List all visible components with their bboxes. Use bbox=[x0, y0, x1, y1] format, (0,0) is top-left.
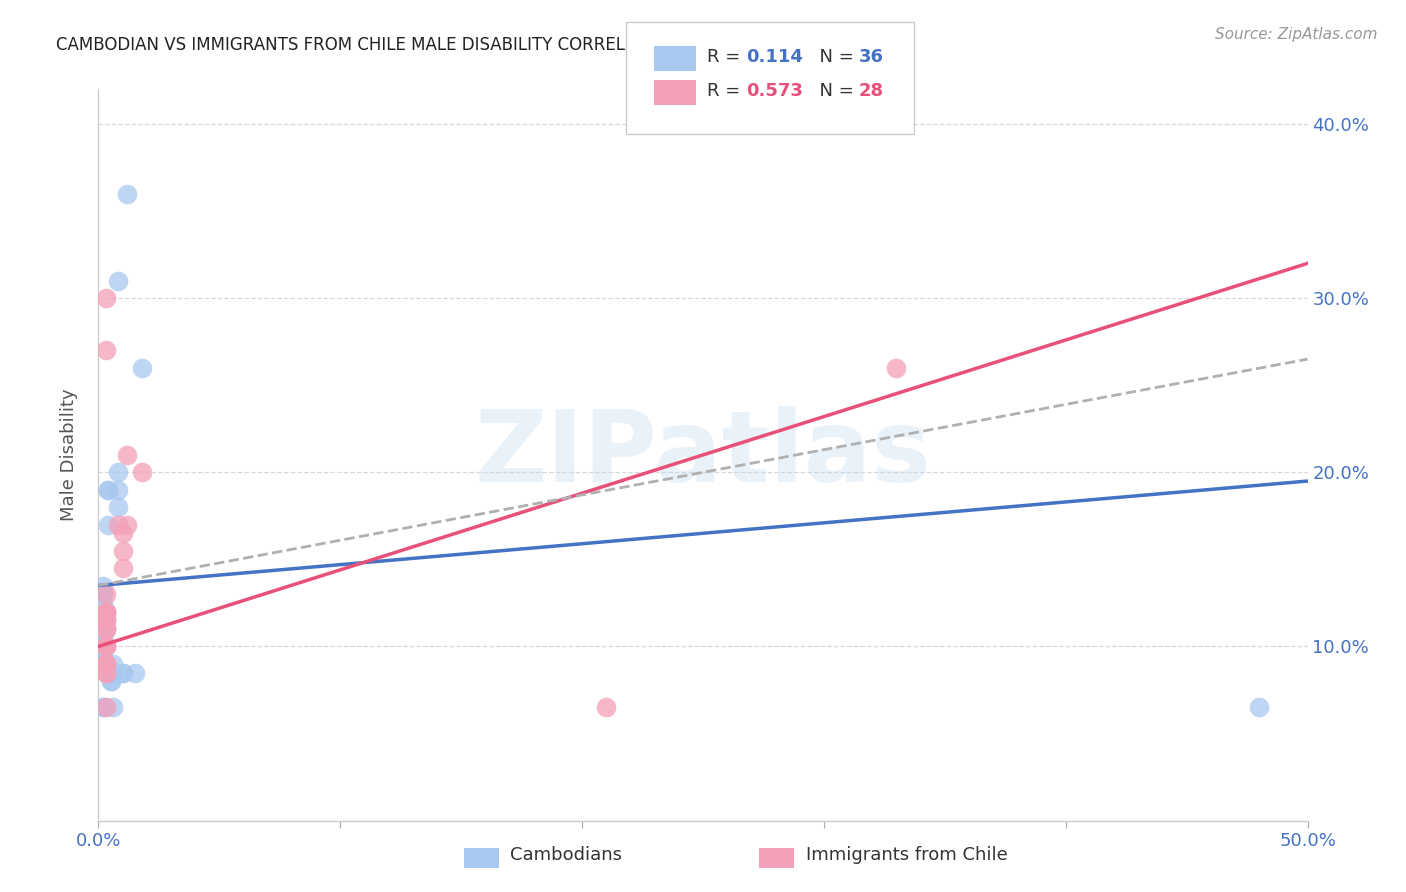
Point bbox=[886, 360, 908, 375]
Point bbox=[91, 640, 114, 654]
Point bbox=[94, 613, 117, 627]
Point bbox=[94, 291, 117, 305]
Point bbox=[101, 665, 124, 680]
Point bbox=[124, 665, 146, 680]
Point bbox=[107, 517, 129, 532]
Point bbox=[91, 587, 114, 601]
Point bbox=[94, 657, 117, 671]
Point bbox=[91, 631, 114, 645]
Point bbox=[94, 343, 117, 358]
Point bbox=[111, 665, 134, 680]
Point bbox=[91, 578, 114, 592]
Point bbox=[117, 517, 139, 532]
Point bbox=[97, 483, 120, 497]
Text: R =: R = bbox=[707, 82, 747, 100]
Text: Source: ZipAtlas.com: Source: ZipAtlas.com bbox=[1215, 27, 1378, 42]
Point bbox=[94, 657, 117, 671]
Point bbox=[94, 605, 117, 619]
Point bbox=[94, 605, 117, 619]
Text: N =: N = bbox=[808, 82, 860, 100]
Point bbox=[91, 700, 114, 714]
Point bbox=[94, 605, 117, 619]
Point bbox=[131, 360, 153, 375]
Y-axis label: Male Disability: Male Disability bbox=[59, 389, 77, 521]
Point bbox=[91, 657, 114, 671]
Text: Immigrants from Chile: Immigrants from Chile bbox=[806, 847, 1007, 864]
Point bbox=[94, 657, 117, 671]
Point bbox=[111, 543, 134, 558]
Point bbox=[91, 640, 114, 654]
Point bbox=[94, 613, 117, 627]
Point bbox=[94, 622, 117, 636]
Point bbox=[94, 665, 117, 680]
Point bbox=[107, 466, 129, 480]
Point bbox=[91, 640, 114, 654]
Text: N =: N = bbox=[808, 48, 860, 66]
Point bbox=[94, 622, 117, 636]
Text: 28: 28 bbox=[859, 82, 884, 100]
Point bbox=[94, 640, 117, 654]
Point bbox=[91, 596, 114, 610]
Text: ZIPatlas: ZIPatlas bbox=[475, 407, 931, 503]
Point bbox=[94, 587, 117, 601]
Point bbox=[94, 657, 117, 671]
Point bbox=[101, 657, 124, 671]
Point bbox=[117, 448, 139, 462]
Point bbox=[131, 466, 153, 480]
Text: 36: 36 bbox=[859, 48, 884, 66]
Text: 0.573: 0.573 bbox=[747, 82, 803, 100]
Text: 0.114: 0.114 bbox=[747, 48, 803, 66]
Point bbox=[94, 700, 117, 714]
Point bbox=[91, 640, 114, 654]
Point bbox=[91, 587, 114, 601]
Point bbox=[94, 613, 117, 627]
Point bbox=[94, 640, 117, 654]
Point bbox=[97, 483, 120, 497]
Point bbox=[111, 526, 134, 541]
Point bbox=[94, 622, 117, 636]
Point bbox=[97, 517, 120, 532]
Point bbox=[94, 640, 117, 654]
Point bbox=[94, 613, 117, 627]
Point bbox=[91, 648, 114, 663]
Point bbox=[94, 665, 117, 680]
Point bbox=[100, 674, 122, 689]
Point bbox=[94, 605, 117, 619]
Text: Cambodians: Cambodians bbox=[510, 847, 623, 864]
Point bbox=[107, 483, 129, 497]
Point bbox=[111, 561, 134, 575]
Point bbox=[91, 700, 114, 714]
Point bbox=[100, 674, 122, 689]
Point bbox=[117, 186, 139, 201]
Text: R =: R = bbox=[707, 48, 747, 66]
Text: CAMBODIAN VS IMMIGRANTS FROM CHILE MALE DISABILITY CORRELATION CHART: CAMBODIAN VS IMMIGRANTS FROM CHILE MALE … bbox=[56, 36, 738, 54]
Point bbox=[111, 665, 134, 680]
Point bbox=[1249, 700, 1271, 714]
Point bbox=[107, 274, 129, 288]
Point bbox=[595, 700, 617, 714]
Point bbox=[101, 700, 124, 714]
Point bbox=[107, 500, 129, 515]
